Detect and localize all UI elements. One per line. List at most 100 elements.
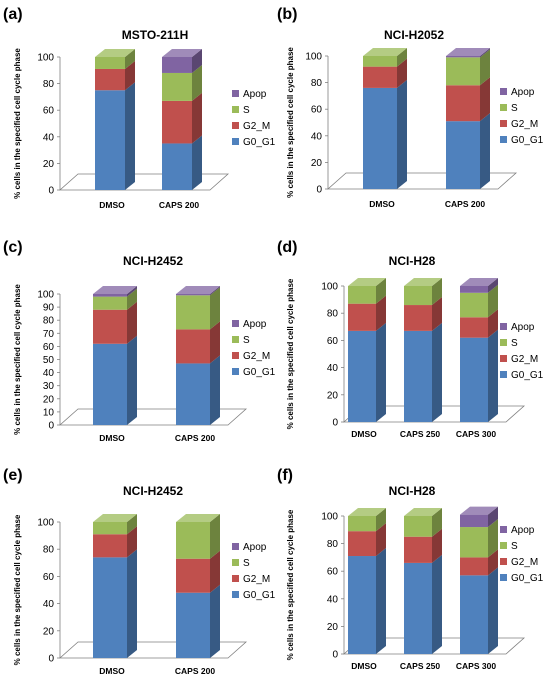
legend-swatch: [232, 336, 239, 343]
y-tick-label: 0: [48, 186, 54, 197]
legend-label: Apop: [511, 87, 535, 98]
legend-swatch: [232, 591, 239, 598]
legend: Apop S G2_M G0_G1: [500, 525, 544, 584]
x-tick-label: CAPS 250: [400, 661, 440, 671]
legend: Apop S G2_M G0_G1: [232, 542, 276, 601]
bar-segment: [176, 558, 210, 593]
bar-segment: [446, 85, 480, 122]
bar-segment-side: [127, 286, 137, 297]
legend: Apop S G2_M G0_G1: [232, 89, 276, 148]
legend-swatch: [500, 355, 507, 362]
bar-segment: [404, 286, 432, 306]
bar-segment-side: [480, 49, 490, 86]
y-tick-label: 40: [311, 131, 323, 142]
bar-segment: [460, 292, 488, 318]
bar-segment: [348, 556, 376, 654]
bar-segment-top: [95, 49, 135, 57]
bar-segment: [93, 296, 127, 310]
y-tick-label: 80: [327, 539, 339, 550]
bar-segment: [446, 56, 480, 58]
chart-panel-b: (b) NCI-H2052 % cells in the specified cel…: [277, 6, 544, 209]
legend-label: S: [511, 103, 518, 114]
y-tick-label: 100: [305, 52, 322, 63]
y-tick-label: 20: [43, 394, 55, 405]
legend-label: G2_M: [243, 351, 270, 362]
chart-panel-a: (a) MSTO-211H % cells in the specified cel…: [3, 6, 276, 210]
bar-segment-side: [397, 79, 407, 189]
y-tick-label: 0: [332, 650, 338, 661]
bar-segment-side: [376, 322, 386, 422]
legend-label: G0_G1: [243, 590, 276, 601]
legend-label: S: [243, 105, 250, 116]
bar-segment: [176, 294, 210, 296]
chart-panel-c: (c) NCI-H2452 % cells in the specified cel…: [3, 239, 276, 443]
bar-segment-top: [404, 278, 442, 286]
panel-label: (f): [277, 467, 293, 484]
bar-segment-side: [488, 278, 498, 293]
bar-segment-side: [480, 113, 490, 189]
bar-segment: [404, 516, 432, 537]
bar-segment: [95, 90, 125, 190]
y-tick-label: 30: [43, 381, 55, 392]
legend-label: G2_M: [511, 354, 538, 365]
bar-segment: [95, 68, 125, 91]
bar-segment-top: [446, 48, 490, 56]
bar-segment: [348, 516, 376, 532]
legend: Apop S G2_M G0_G1: [500, 87, 544, 146]
bar-segment: [93, 522, 127, 535]
x-tick-label: CAPS 300: [456, 661, 496, 671]
bar-segment-side: [488, 309, 498, 338]
bar-segment-side: [210, 286, 220, 296]
x-tick-label: CAPS 200: [445, 199, 485, 209]
legend-label: Apop: [511, 322, 535, 333]
bar-segment-side: [432, 278, 442, 306]
bar-segment-side: [125, 82, 135, 190]
x-tick-label: CAPS 200: [175, 666, 215, 676]
y-tick-label: 90: [43, 303, 55, 314]
legend-label: G2_M: [243, 121, 270, 132]
panel-label: (c): [3, 239, 23, 256]
y-tick-label: 80: [327, 309, 339, 320]
bar-segment-side: [488, 549, 498, 576]
bar-segment: [446, 57, 480, 86]
bar-segment: [95, 57, 125, 69]
legend-swatch: [500, 542, 507, 549]
legend-swatch: [232, 122, 239, 129]
bar-segment-top: [348, 278, 386, 286]
bar-segment-side: [210, 584, 220, 658]
chart-title: NCI-H28: [389, 254, 436, 268]
y-axis-label: % cells in the specified cell cycle phas…: [13, 514, 22, 665]
legend-label: Apop: [243, 319, 267, 330]
y-axis-label: % cells in the specified cell cycle phas…: [286, 47, 295, 198]
legend-swatch: [232, 352, 239, 359]
legend-label: G2_M: [511, 557, 538, 568]
legend-swatch: [232, 106, 239, 113]
legend-swatch: [500, 120, 507, 127]
bar-segment: [404, 536, 432, 563]
bar-segment: [176, 592, 210, 658]
legend-swatch: [232, 368, 239, 375]
legend-label: S: [511, 541, 518, 552]
bar-segment-side: [432, 554, 442, 654]
y-axis-label: % cells in the specified cell cycle phas…: [13, 284, 22, 435]
bar-segment-side: [480, 48, 490, 58]
y-tick-label: 40: [327, 594, 339, 605]
bar-segment-side: [127, 526, 137, 558]
legend-swatch: [500, 136, 507, 143]
bar-segment-side: [432, 508, 442, 537]
y-tick-label: 40: [43, 368, 55, 379]
x-tick-label: CAPS 200: [159, 200, 199, 210]
x-tick-label: DMSO: [351, 661, 377, 671]
legend-swatch: [500, 526, 507, 533]
bar-segment-side: [488, 329, 498, 422]
bar-segment: [363, 56, 397, 67]
y-tick-label: 100: [37, 290, 54, 301]
legend: Apop S G2_M G0_G1: [232, 319, 276, 378]
y-tick-label: 40: [327, 363, 339, 374]
bar-segment-side: [376, 548, 386, 654]
y-tick-label: 20: [327, 622, 339, 633]
bar-segment-side: [210, 287, 220, 330]
y-tick-label: 0: [48, 421, 54, 432]
bar-segment-side: [432, 528, 442, 563]
